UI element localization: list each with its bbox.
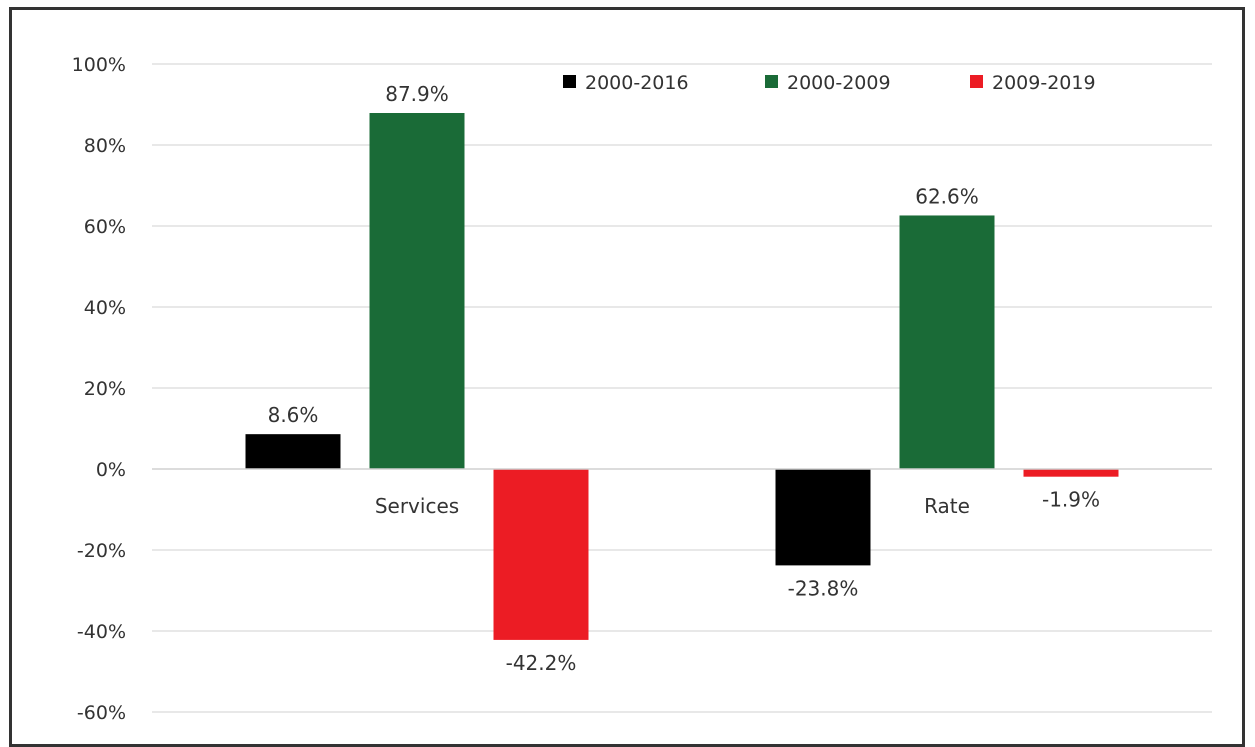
bar-2009-2019-rate	[1023, 469, 1119, 477]
y-tick-label: 60%	[84, 216, 126, 238]
y-tick-label: -40%	[77, 621, 126, 643]
legend-swatch	[563, 75, 576, 88]
data-label: 87.9%	[385, 82, 449, 106]
y-tick-label: 0%	[96, 459, 126, 481]
y-tick-label: 100%	[72, 54, 126, 76]
gridlines	[152, 63, 1212, 713]
data-label: -1.9%	[1042, 488, 1100, 512]
bar-2000-2009-services	[369, 113, 465, 469]
legend-label: 2000-2016	[585, 72, 689, 94]
legend-label: 2009-2019	[992, 72, 1096, 94]
category-label-services: Services	[375, 494, 459, 518]
y-tick-label: 40%	[84, 297, 126, 319]
chart-frame	[9, 7, 1245, 747]
bar-2009-2019-services	[493, 469, 589, 640]
category-label-rate: Rate	[924, 494, 970, 518]
legend-swatch	[765, 75, 778, 88]
data-label: -23.8%	[788, 576, 859, 600]
legend-label: 2000-2009	[787, 72, 891, 94]
bar-2000-2009-rate	[899, 215, 995, 469]
legend-swatch	[970, 75, 983, 88]
y-tick-label: -20%	[77, 540, 126, 562]
bar-2000-2016-rate	[775, 469, 871, 566]
data-label: -42.2%	[506, 651, 577, 675]
y-tick-label: 20%	[84, 378, 126, 400]
data-labels: 8.6% 87.9% -42.2% -23.8% 62.6% -1.9%	[268, 82, 1100, 675]
bars	[245, 113, 1119, 640]
category-labels: Services Rate	[375, 494, 970, 518]
data-label: 62.6%	[915, 184, 979, 208]
y-tick-label: -60%	[77, 702, 126, 724]
y-tick-label: 80%	[84, 135, 126, 157]
bar-2000-2016-services	[245, 434, 341, 469]
y-axis-ticks: 100% 80% 60% 40% 20% 0% -20% -40% -60%	[72, 54, 126, 724]
data-label: 8.6%	[268, 403, 319, 427]
legend: 2000-2016 2000-2009 2009-2019	[563, 72, 1096, 94]
